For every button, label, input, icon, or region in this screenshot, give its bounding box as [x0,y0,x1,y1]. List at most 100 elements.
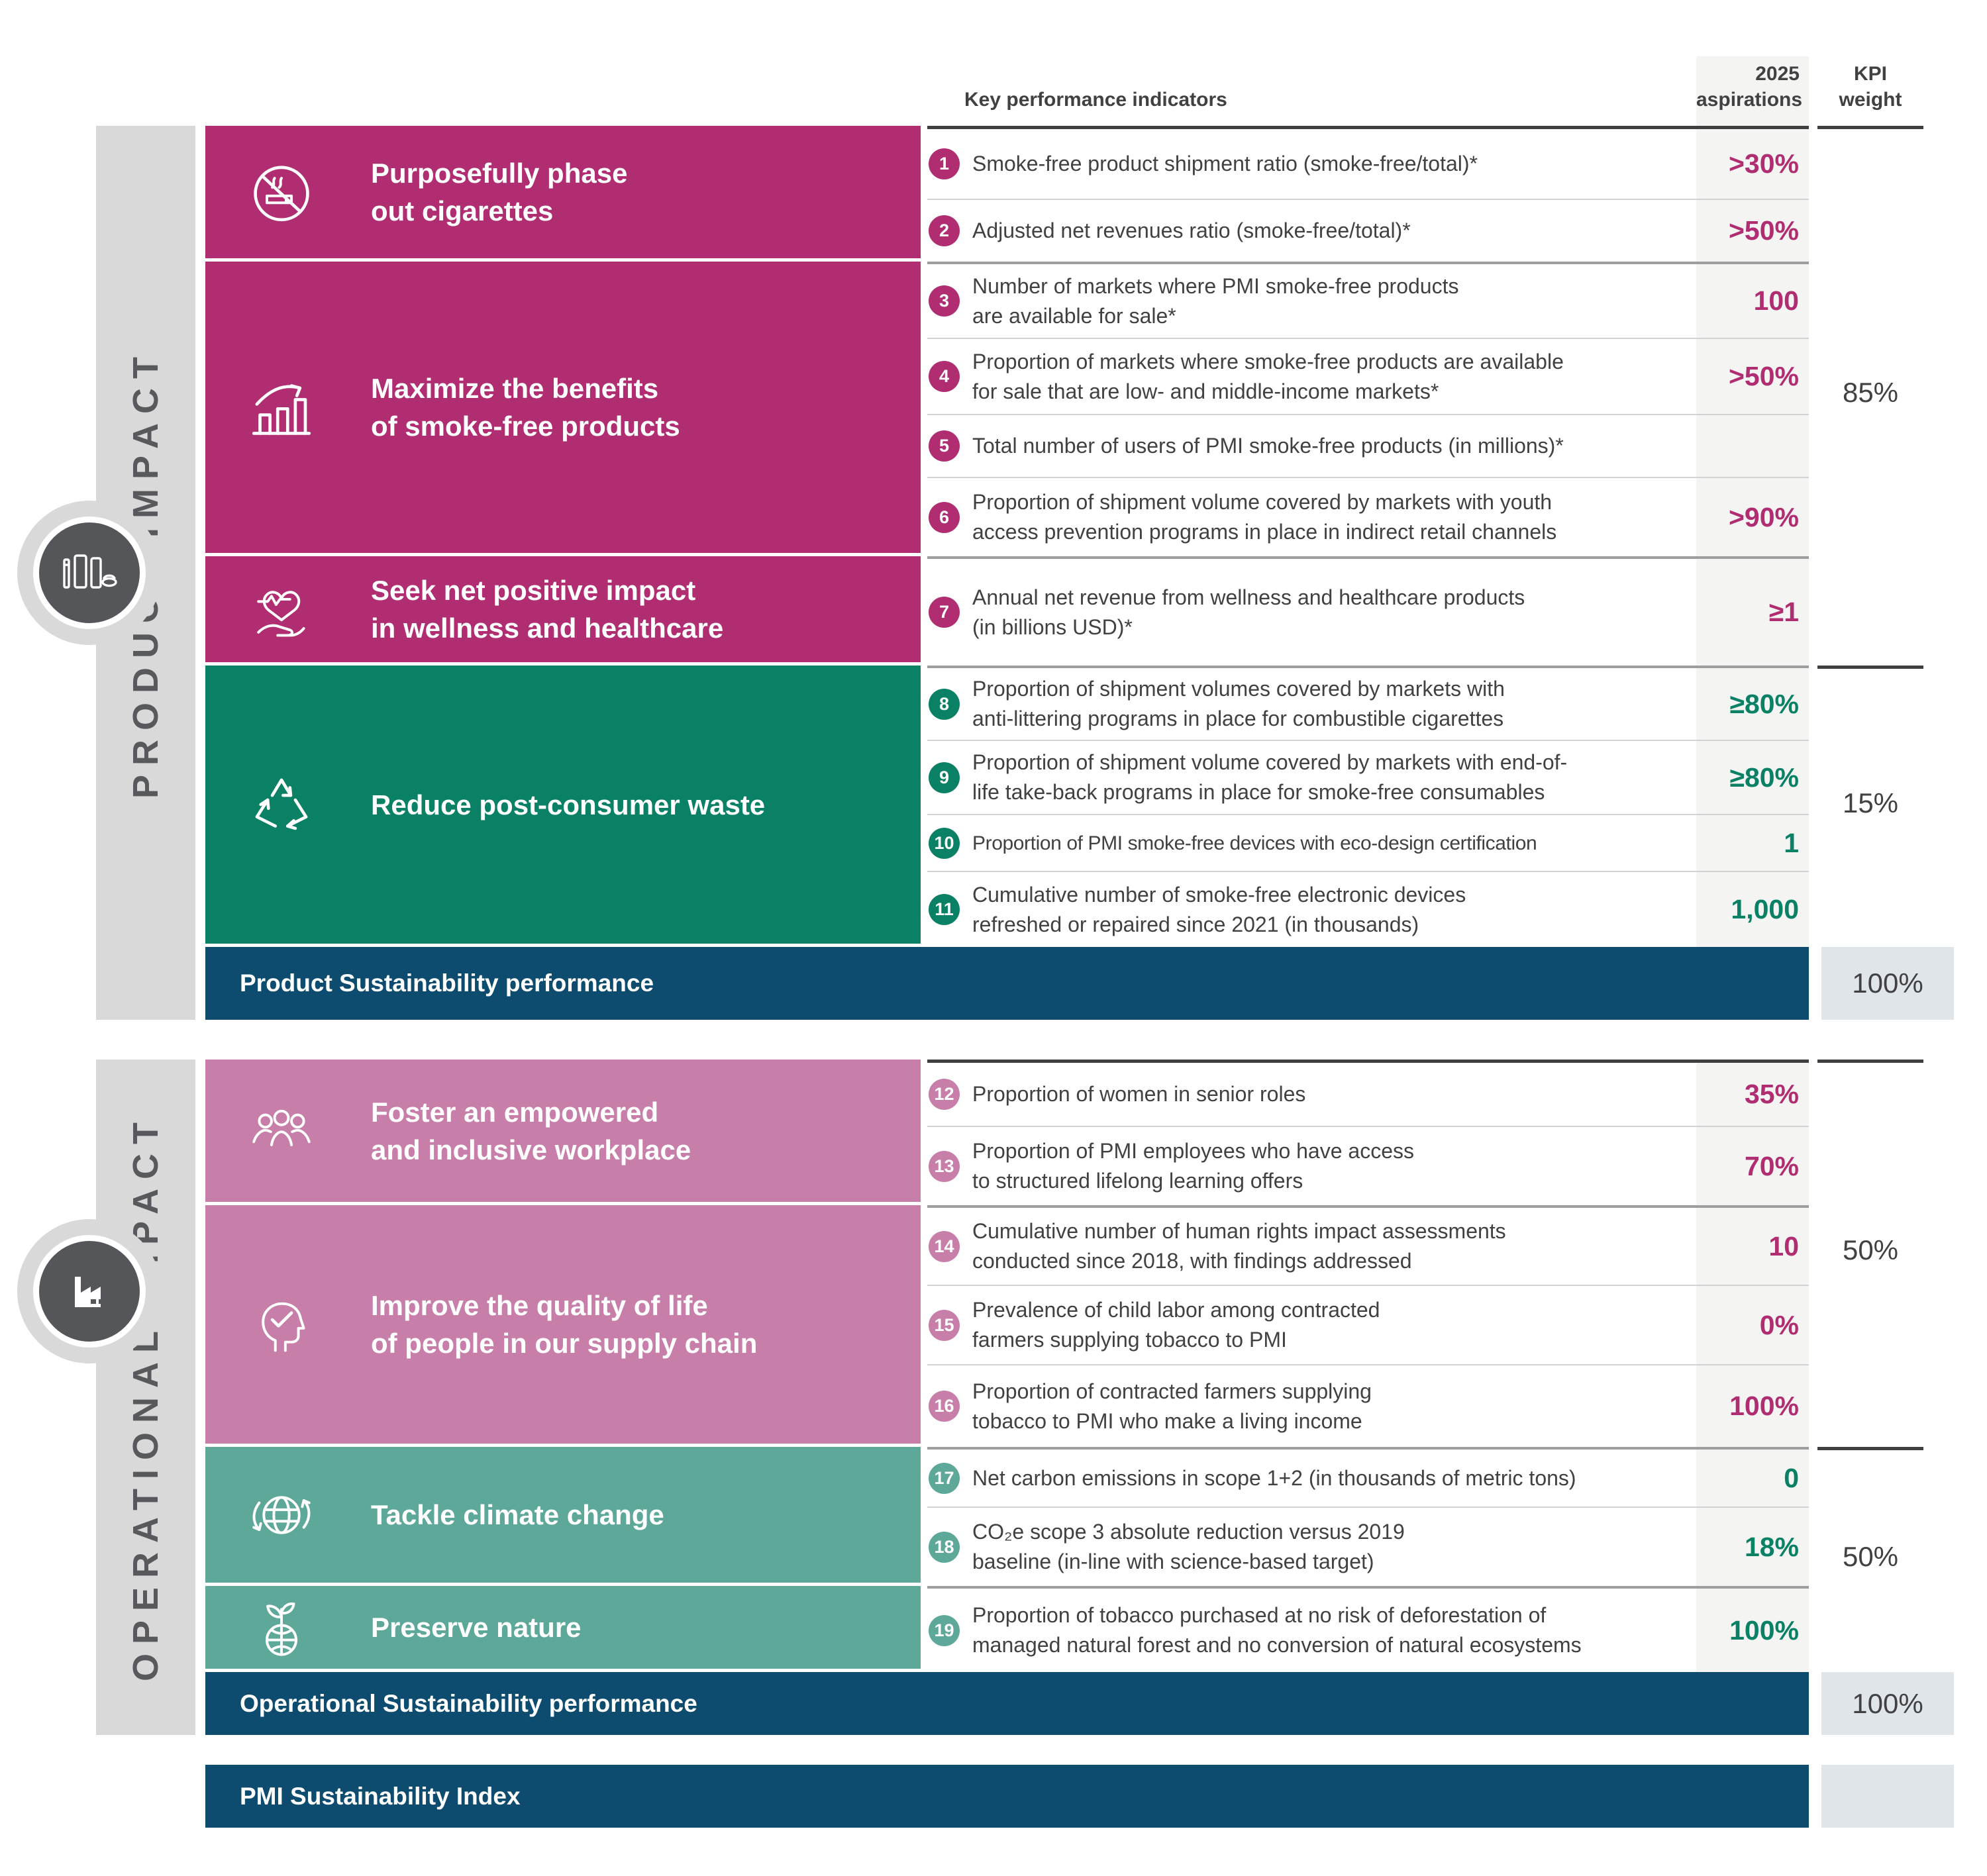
kpi-number-badge: 16 [929,1391,960,1422]
heart-hand-icon [240,571,323,648]
weight-rule [1817,666,1923,669]
kpi-row-2: 2 Adjusted net revenues ratio (smoke-free… [927,199,1809,262]
kpi-number-badge: 3 [929,285,960,317]
kpi-label: Proportion of PMI employees who have acc… [972,1139,1414,1193]
kpi-row-10: 10 Proportion of PMI smoke-free devices w… [927,814,1809,871]
kpi-weight-operational-group-2: 50% [1842,1541,1899,1572]
kpi-row-7: 7 Annual net revenue from wellness and he… [927,556,1809,666]
kpi-aspiration-value: 1 [1784,827,1799,858]
kpi-label: Cumulative number of smoke-free electron… [972,882,1466,936]
operational-performance-label: Operational Sustainability performance [240,1689,697,1717]
category-label: Improve the quality of life of people in… [371,1290,758,1359]
kpi-row-4: 4 Proportion of markets where smoke-free … [927,338,1809,414]
category-label: Foster an empowered and inclusive workpl… [371,1096,691,1165]
kpi-number-badge: 8 [929,688,960,720]
kpi-aspiration-value: 0% [1759,1309,1799,1340]
category-wellness-healthcare: Seek net positive impact in wellness and… [205,556,921,662]
kpi-aspiration-value: 100% [1729,1614,1799,1646]
kpi-aspiration-value: 1,000 [1731,894,1799,924]
kpi-row-15: 15 Prevalence of child labor among contra… [927,1285,1809,1364]
kpi-number-badge: 12 [929,1079,960,1110]
kpi-number-badge: 14 [929,1230,960,1262]
category-label: Reduce post-consumer waste [371,789,766,820]
kpi-number-badge: 13 [929,1150,960,1182]
kpi-aspiration-value: 10 [1768,1230,1799,1261]
kpi-weight-product-group-1: 85% [1842,377,1899,408]
operational-impact-badge [33,1235,146,1348]
kpi-label: Proportion of shipment volumes covered b… [972,677,1505,730]
kpi-aspiration-value: ≥1 [1768,597,1799,627]
kpi-label: Proportion of contracted farmers supplyi… [972,1379,1372,1433]
kpi-number-badge: 19 [929,1614,960,1646]
kpi-label: Total number of users of PMI smoke-free … [972,434,1564,458]
kpi-aspiration-value: 18% [1744,1531,1799,1562]
kpi-row-6: 6 Proportion of shipment volume covered b… [927,477,1809,556]
sprout-globe-icon [240,1589,323,1666]
category-supply-chain-quality-of-life: Improve the quality of life of people in… [205,1205,921,1444]
operational-performance-weight-box: 100% [1821,1672,1954,1735]
kpi-row-8: 8 Proportion of shipment volumes covered … [927,666,1809,740]
kpi-row-16: 16 Proportion of contracted farmers suppl… [927,1364,1809,1447]
products-icon [63,554,117,589]
recycle-icon [240,766,323,843]
kpi-number-badge: 9 [929,762,960,793]
kpi-aspiration-value: >50% [1728,361,1799,391]
kpi-row-17: 17 Net carbon emissions in scope 1+2 (in … [927,1447,1809,1506]
people-icon [240,1093,323,1169]
kpi-label: Smoke-free product shipment ratio (smoke… [972,152,1478,175]
kpi-number-badge: 5 [929,430,960,462]
kpi-number-badge: 11 [929,894,960,925]
category-phase-out-cigarettes: Purposefully phase out cigarettes [205,126,921,258]
category-label: Purposefully phase out cigarettes [371,158,628,226]
no-smoking-icon [240,154,323,230]
kpi-label: CO₂e scope 3 absolute reduction versus 2… [972,1520,1405,1573]
pmi-sustainability-index-weight-box [1821,1765,1954,1828]
kpi-aspiration-value: ≥80% [1729,762,1799,793]
kpi-aspiration-value: >30% [1728,148,1799,179]
weight-rule [1817,1447,1923,1450]
kpi-number-badge: 7 [929,597,960,628]
product-performance-bar: Product Sustainability performance [205,947,1809,1020]
category-preserve-nature: Preserve nature [205,1586,921,1669]
kpi-number-badge: 10 [929,827,960,859]
kpi-aspiration-value: >50% [1728,215,1799,246]
globe-arrows-icon [240,1477,323,1554]
kpi-row-5: 5 Total number of users of PMI smoke-free… [927,414,1809,477]
category-label: Maximize the benefits of smoke-free prod… [371,373,680,442]
category-label: Preserve nature [371,1612,582,1643]
head-check-icon [240,1286,323,1363]
kpi-label: Proportion of shipment volume covered by… [972,490,1557,544]
kpi-aspiration-value: 0 [1784,1462,1799,1493]
kpi-label: Prevalence of child labor among contract… [972,1298,1380,1352]
kpi-row-9: 9 Proportion of shipment volume covered b… [927,740,1809,814]
kpi-aspiration-value: 100% [1729,1391,1799,1421]
weight-rule [1817,126,1923,129]
operational-performance-bar: Operational Sustainability performance [205,1672,1809,1735]
kpi-number-badge: 4 [929,361,960,392]
weight-column-header: KPI weight [1839,63,1902,111]
kpi-number-badge: 6 [929,501,960,533]
kpi-label: Net carbon emissions in scope 1+2 (in th… [972,1465,1576,1490]
kpi-number-badge: 1 [929,148,960,179]
kpi-number-badge: 15 [929,1309,960,1341]
kpi-label: Proportion of shipment volume covered by… [972,750,1568,804]
sidebar-operational-impact: OPERATIONAL IMPACT [96,1060,195,1735]
category-inclusive-workplace: Foster an empowered and inclusive workpl… [205,1060,921,1202]
product-impact-badge [33,517,146,629]
factory-icon [75,1277,104,1307]
category-reduce-waste: Reduce post-consumer waste [205,666,921,944]
kpi-row-13: 13 Proportion of PMI employees who have a… [927,1126,1809,1205]
weight-rule [1817,1060,1923,1063]
kpi-column-header: Key performance indicators [964,89,1227,111]
product-performance-label: Product Sustainability performance [240,969,654,997]
kpi-row-14: 14 Cumulative number of human rights impa… [927,1205,1809,1285]
pmi-sustainability-index-label: PMI Sustainability Index [240,1782,521,1810]
kpi-aspiration-value: 35% [1744,1079,1799,1109]
kpi-weight-operational-group-1: 50% [1842,1234,1899,1265]
pmi-sustainability-index-bar: PMI Sustainability Index [205,1765,1809,1828]
category-label: Seek net positive impact in wellness and… [371,575,724,644]
kpi-row-12: 12 Proportion of women in senior roles 35% [927,1060,1809,1126]
kpi-weight-product-group-2: 15% [1842,787,1899,818]
kpi-label: Proportion of PMI smoke-free devices wit… [972,832,1537,854]
operational-impact-label: OPERATIONAL IMPACT [126,1113,166,1681]
